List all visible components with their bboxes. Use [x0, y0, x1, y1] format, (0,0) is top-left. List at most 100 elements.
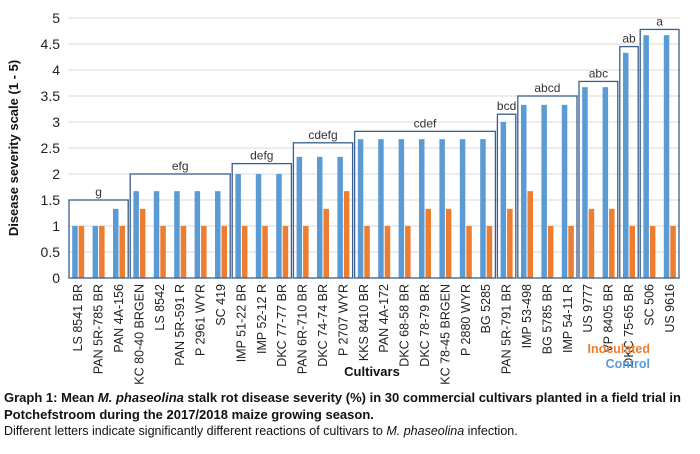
group-box — [619, 45, 639, 279]
x-tick-label: DKC 78-79 BR — [418, 284, 432, 367]
y-tick-label: 1.5 — [41, 192, 61, 208]
bar-control — [357, 139, 364, 278]
group-box — [517, 95, 578, 279]
x-tick-label: DKC 80-40 BRGEN — [132, 284, 146, 385]
group-letter: ab — [622, 32, 636, 46]
caption-note: Different letters indicate significantly… — [4, 423, 698, 440]
x-tick-label: IMP 52-12 R — [255, 284, 269, 354]
group-letter: cdef — [414, 116, 437, 130]
legend-inoculated: Inoculated — [587, 342, 650, 356]
bar-control — [72, 226, 78, 278]
x-tick-label: IMP 53-498 — [520, 284, 534, 348]
group-box — [292, 142, 354, 279]
bar-control — [378, 139, 384, 278]
group-box — [129, 173, 231, 279]
x-tick-label: DKC 75-65 BR — [622, 284, 636, 367]
x-tick-label: VP 8405 BR — [602, 284, 616, 353]
y-tick-label: 3.5 — [41, 88, 61, 104]
bar-control — [337, 156, 343, 278]
bar-inoculated — [323, 208, 329, 278]
chart-legend: Inoculated Control — [587, 342, 650, 372]
x-tick-label: US 9616 — [663, 284, 677, 333]
y-tick-label: 0.5 — [41, 244, 61, 260]
caption-title: Graph 1: Mean M. phaseolina stalk rot di… — [4, 389, 698, 423]
x-tick-label: LS 8542 — [153, 284, 167, 331]
bar-inoculated — [119, 226, 125, 278]
caption-title-species: M. phaseolina — [97, 390, 184, 405]
bar-inoculated — [405, 226, 411, 278]
x-tick-label: DKC 77-77 BR — [275, 284, 289, 367]
bar-control — [419, 139, 425, 278]
x-tick-label: P 2707 WYR — [336, 284, 350, 356]
x-tick-label: BG 5785 BR — [540, 284, 554, 354]
bar-inoculated — [201, 226, 207, 278]
caption-note-species: M. phaseolina — [386, 424, 465, 438]
group-letter: a — [656, 14, 663, 28]
bar-inoculated — [160, 226, 166, 278]
bar-inoculated — [649, 226, 656, 278]
bar-inoculated — [609, 208, 615, 278]
bar-inoculated — [99, 226, 105, 278]
figure-caption: Graph 1: Mean M. phaseolina stalk rot di… — [4, 389, 698, 440]
group-letter: g — [95, 185, 102, 199]
bar-control — [276, 174, 282, 278]
y-tick-label: 2.5 — [41, 140, 61, 156]
bar-control — [582, 87, 588, 278]
bar-inoculated — [629, 226, 635, 278]
bar-control — [174, 191, 180, 278]
bar-control — [500, 122, 507, 278]
bar-inoculated — [507, 208, 513, 278]
x-tick-label: PAN 5R-591 R — [173, 284, 187, 366]
bar-control — [255, 174, 262, 278]
group-letter: efg — [172, 159, 189, 173]
bar-control — [521, 104, 527, 278]
y-tick-label: 1 — [52, 218, 60, 234]
x-tick-label: DKC 78-45 BRGEN — [438, 284, 452, 385]
group-letter: abcd — [534, 81, 560, 95]
x-tick-label: DKC 74-74 BR — [316, 284, 330, 367]
bar-inoculated — [445, 208, 452, 278]
bar-inoculated — [588, 208, 595, 278]
caption-title-part1: Graph 1: Mean — [4, 390, 98, 405]
bar-control — [92, 226, 99, 278]
chart-frame: 0 0.5 1 1.5 2 2.5 3 3.5 4 4.5 5 g efg defg cdefg cdef bc… — [6, 10, 680, 385]
caption-title-part2: stalk rot disease severity (%) in 30 com… — [4, 390, 681, 422]
y-axis-title: Disease severity scale (1 - 5) — [6, 60, 21, 236]
bar-inoculated — [180, 226, 187, 278]
bar-control — [398, 139, 405, 278]
y-tick-label: 3 — [52, 114, 60, 130]
bar-control — [317, 156, 323, 278]
bar-chart: 0 0.5 1 1.5 2 2.5 3 3.5 4 4.5 5 g efg defg cdefg cdef bc… — [6, 10, 680, 385]
group-box — [639, 28, 680, 279]
x-tick-label: DKC 68-58 BR — [398, 284, 412, 367]
x-tick-label: P 2880 WYR — [459, 284, 473, 356]
bar-inoculated — [384, 226, 391, 278]
x-tick-label: P 2961 WYR — [194, 284, 208, 356]
group-letter: cdefg — [308, 128, 337, 142]
x-tick-label: PAN 4A-156 — [112, 284, 126, 353]
bar-control — [623, 52, 629, 279]
y-tick-label: 2 — [52, 166, 60, 182]
x-tick-label: US 9777 — [581, 284, 595, 333]
y-tick-label: 0 — [52, 270, 60, 286]
bar-inoculated — [466, 226, 472, 278]
bar-inoculated — [547, 226, 554, 278]
x-tick-label: PAN 5R-791 BR — [500, 284, 514, 374]
y-tick-label: 4 — [52, 62, 60, 78]
y-tick-label: 4.5 — [41, 36, 61, 52]
x-tick-label: IMP 51-22 BR — [234, 284, 248, 362]
bar-inoculated — [486, 226, 493, 278]
bar-inoculated — [425, 208, 431, 278]
group-box — [68, 199, 129, 279]
bar-inoculated — [343, 191, 350, 278]
x-tick-label: KKS 8410 BR — [357, 284, 371, 361]
x-tick-label: PAN 4A-172 — [377, 284, 391, 353]
bar-control — [561, 104, 568, 278]
bar-inoculated — [303, 226, 309, 278]
y-tick-label: 5 — [52, 10, 60, 26]
bar-control — [194, 191, 201, 278]
x-tick-label: SC 506 — [642, 284, 656, 326]
bar-inoculated — [364, 226, 370, 278]
x-tick-label: PAN 6R-710 BR — [296, 284, 310, 374]
group-letter: defg — [250, 149, 273, 163]
